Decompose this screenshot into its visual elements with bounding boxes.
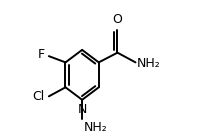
Text: NH₂: NH₂ <box>137 57 161 70</box>
Text: Cl: Cl <box>33 90 45 103</box>
Text: N: N <box>77 103 87 116</box>
Text: O: O <box>113 13 122 26</box>
Text: NH₂: NH₂ <box>84 121 107 134</box>
Text: F: F <box>38 48 45 61</box>
